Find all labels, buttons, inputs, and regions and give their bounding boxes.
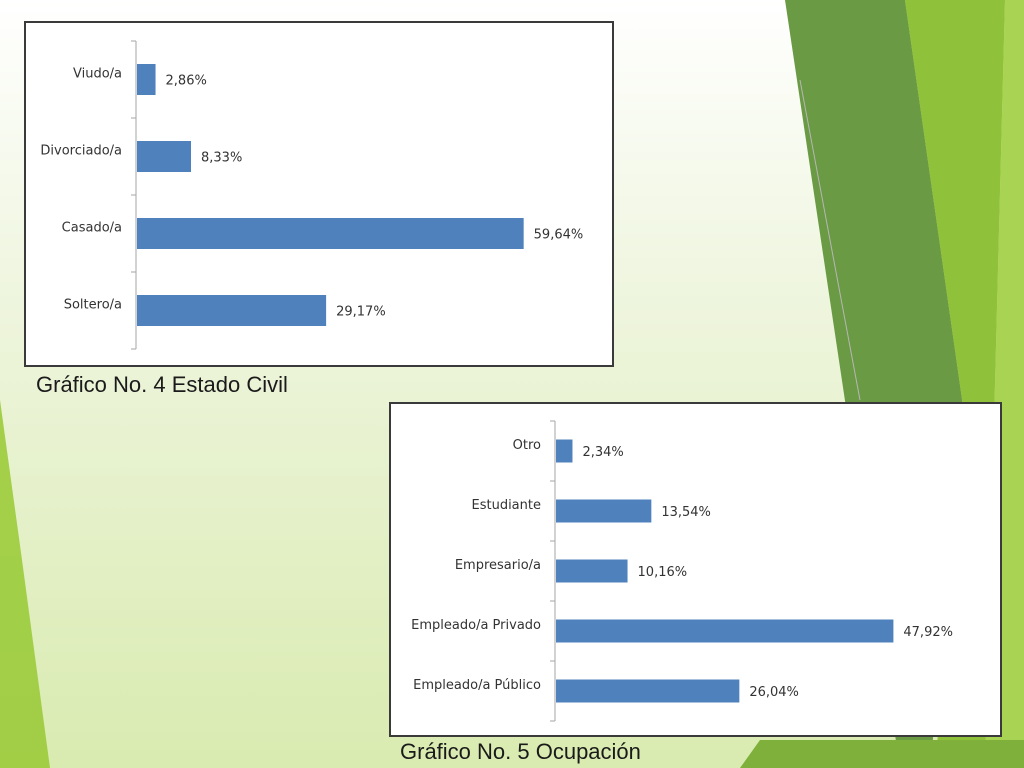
category-label: Estudiante [472, 498, 542, 513]
category-label: Casado/a [62, 221, 122, 236]
data-label: 47,92% [903, 625, 953, 640]
category-label: Empleado/a Privado [411, 618, 541, 633]
bg-shape-bottom [740, 740, 1024, 768]
bar [137, 141, 192, 172]
category-label: Empleado/a Público [413, 678, 541, 693]
bar [556, 679, 740, 703]
data-label: 2,34% [582, 445, 623, 460]
data-label: 13,54% [661, 505, 711, 520]
category-label: Empresario/a [455, 558, 541, 573]
bar [137, 295, 327, 326]
bar [137, 218, 524, 249]
caption-estado-civil: Gráfico No. 4 Estado Civil [36, 372, 288, 397]
chart-estado-civil-svg: Viudo/a 2,86% Divorciado/a 8,33% Casado/a 59,… [40, 40, 584, 350]
data-label: 2,86% [166, 74, 207, 89]
bg-shape-left-lime [0, 400, 50, 768]
category-label: Soltero/a [64, 298, 122, 313]
data-label: 8,33% [201, 151, 242, 166]
data-label: 10,16% [638, 565, 688, 580]
chart-estado-civil: Viudo/a 2,86% Divorciado/a 8,33% Casado/a 59,… [24, 21, 614, 367]
category-label: Divorciado/a [40, 144, 122, 159]
data-label: 26,04% [749, 685, 799, 700]
bar [556, 439, 573, 463]
bar [556, 499, 652, 523]
chart-ocupacion-svg: Otro 2,34% Estudiante 13,54% Empresario/a 10,… [411, 420, 953, 722]
category-label: Viudo/a [73, 67, 122, 82]
category-label: Otro [513, 438, 541, 453]
data-label: 29,17% [336, 305, 386, 320]
data-label: 59,64% [534, 228, 584, 243]
bar [556, 559, 628, 583]
bar [556, 619, 894, 643]
bar [137, 64, 156, 95]
caption-ocupacion: Gráfico No. 5 Ocupación [400, 739, 641, 764]
bg-thin-line [799, 79, 861, 401]
chart-ocupacion: Otro 2,34% Estudiante 13,54% Empresario/a 10,… [389, 402, 1002, 737]
